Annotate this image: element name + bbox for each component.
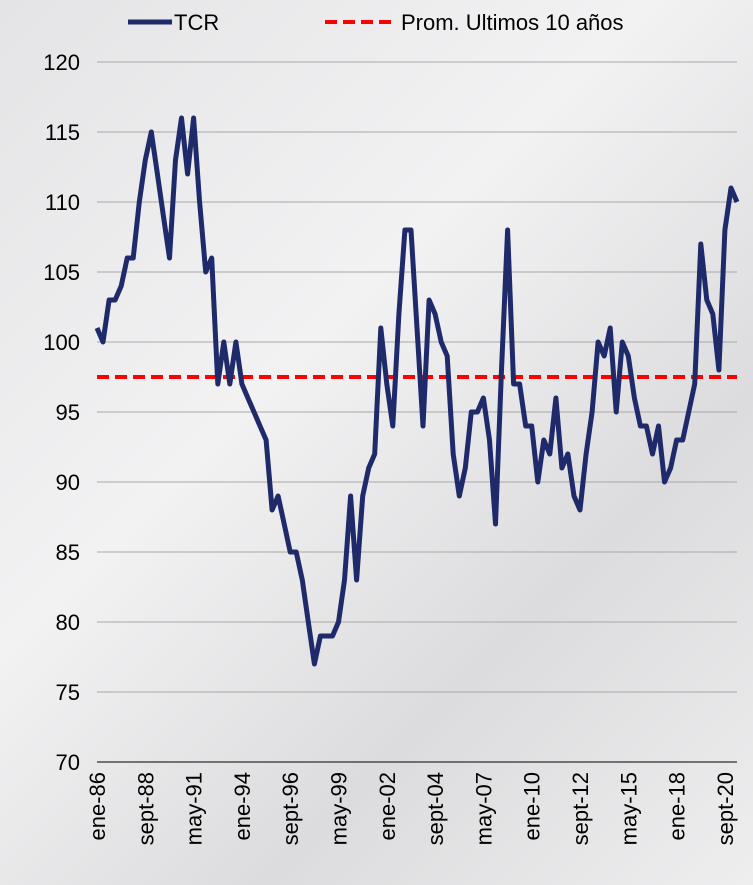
x-tick-label: ene-18 bbox=[665, 772, 690, 841]
y-tick-label: 90 bbox=[56, 470, 80, 495]
y-tick-label: 105 bbox=[43, 260, 80, 285]
page: TCR Prom. Ultimos 10 años 70 75 80 85 90 95 10… bbox=[0, 0, 753, 885]
y-tick-label: 70 bbox=[56, 750, 80, 775]
legend-label: Prom. Ultimos 10 años bbox=[401, 10, 624, 35]
x-tick-label: sept-20 bbox=[713, 772, 738, 845]
y-tick-label: 85 bbox=[56, 540, 80, 565]
x-tick-label: ene-02 bbox=[375, 772, 400, 841]
x-tick-label: ene-94 bbox=[230, 772, 255, 841]
x-tick-label: sept-12 bbox=[568, 772, 593, 845]
x-tick-label: sept-96 bbox=[278, 772, 303, 845]
y-tick-label: 120 bbox=[43, 50, 80, 75]
legend-label: TCR bbox=[174, 10, 219, 35]
y-tick-label: 110 bbox=[45, 190, 80, 215]
x-tick-label: may-99 bbox=[327, 772, 352, 845]
x-tick-label: sept-04 bbox=[423, 772, 448, 845]
y-tick-label: 95 bbox=[56, 400, 80, 425]
y-tick-label: 80 bbox=[56, 610, 80, 635]
x-tick-label: ene-10 bbox=[520, 772, 545, 841]
x-tick-label: may-91 bbox=[182, 772, 207, 845]
y-tick-label: 115 bbox=[45, 120, 80, 145]
x-tick-label: may-07 bbox=[471, 772, 496, 845]
x-tick-label: may-15 bbox=[616, 772, 641, 845]
y-tick-label: 100 bbox=[43, 330, 80, 355]
y-tick-label: 75 bbox=[56, 680, 80, 705]
chart: TCR Prom. Ultimos 10 años 70 75 80 85 90 95 10… bbox=[0, 0, 753, 885]
x-tick-label: ene-86 bbox=[85, 772, 110, 841]
data-line bbox=[97, 118, 737, 664]
x-tick-label: sept-88 bbox=[133, 772, 158, 845]
